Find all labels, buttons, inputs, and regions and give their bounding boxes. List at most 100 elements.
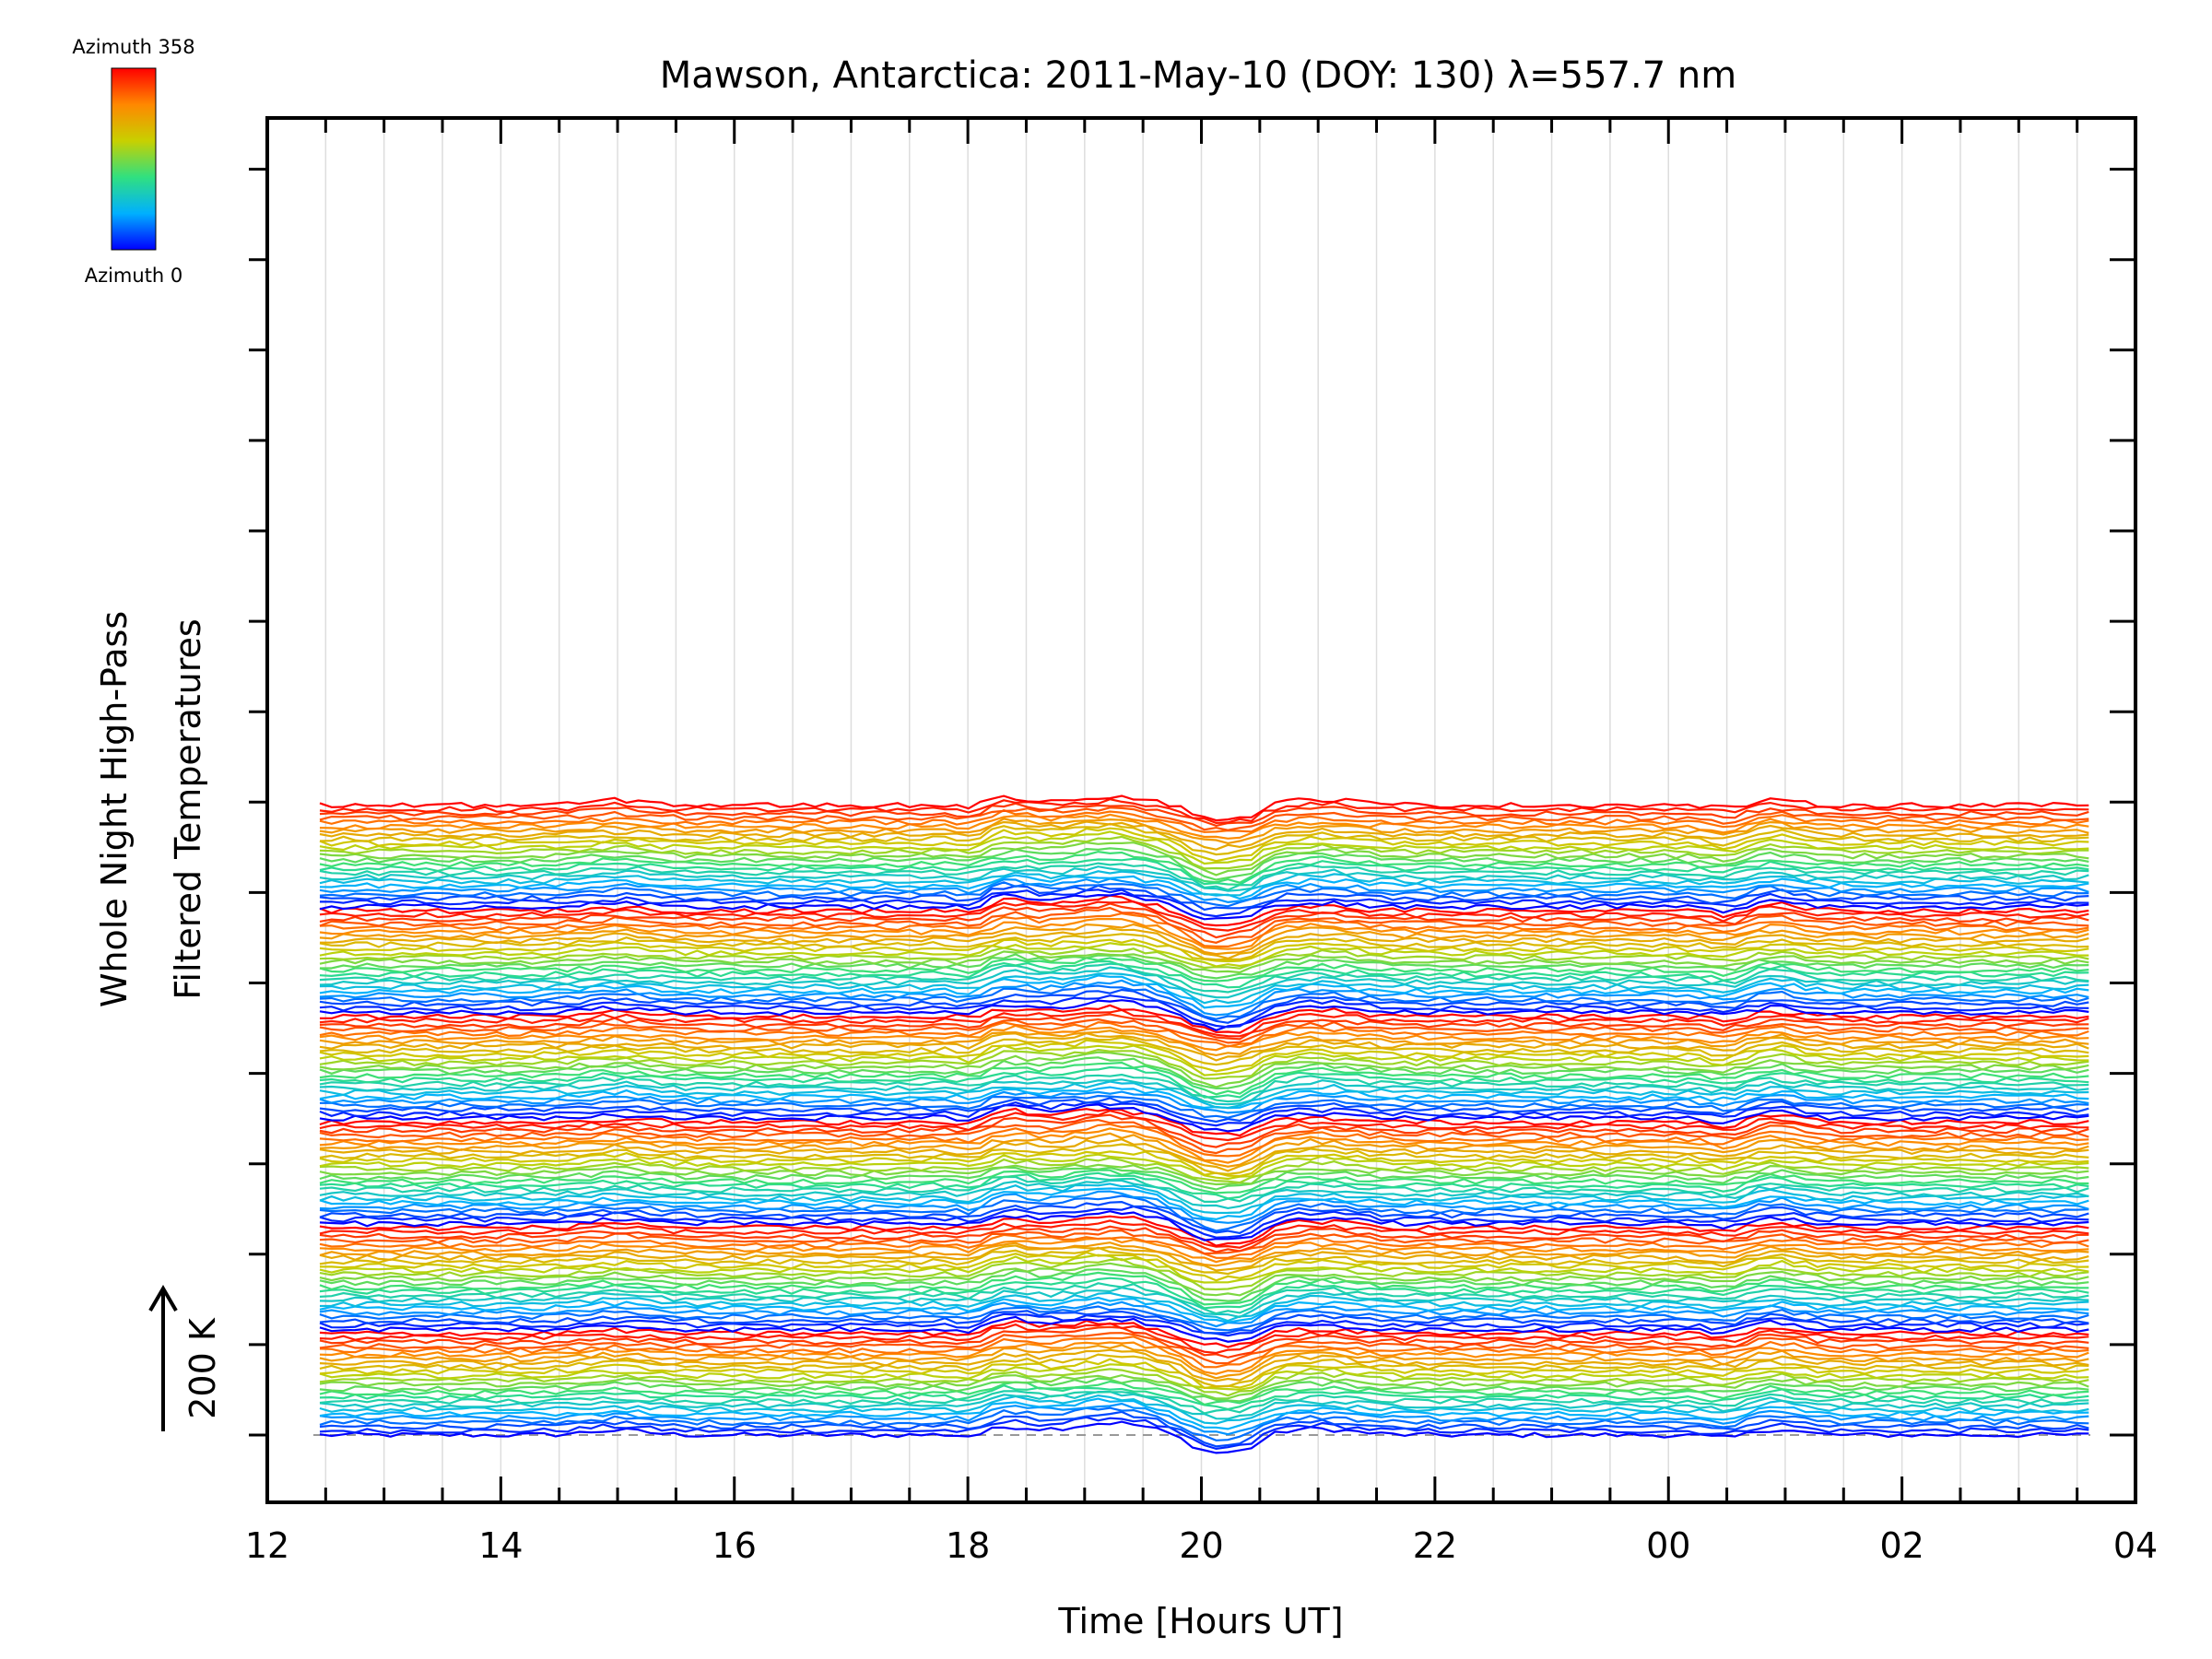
series-line — [319, 1377, 2089, 1403]
series-line — [319, 942, 2089, 968]
series-line — [319, 1225, 2089, 1253]
series-line — [319, 984, 2089, 1020]
series-line — [319, 798, 2089, 825]
x-tick-label: 04 — [2113, 1525, 2158, 1566]
x-tick-label: 16 — [712, 1525, 757, 1566]
series-line — [319, 808, 2089, 833]
series-line — [319, 1143, 2089, 1175]
series-line — [319, 847, 2089, 881]
series-line — [319, 1246, 2089, 1276]
series-line — [319, 979, 2089, 1017]
series-line — [319, 1100, 2089, 1127]
series-line — [319, 959, 2089, 989]
series-line — [319, 1179, 2089, 1210]
series-line — [319, 1107, 2089, 1137]
series-line — [319, 813, 2089, 840]
series-line — [319, 1090, 2089, 1114]
colorbar-bottom-label: Azimuth 0 — [85, 265, 183, 287]
series-line — [319, 870, 2089, 897]
series-line — [319, 1322, 2089, 1355]
series-line — [319, 966, 2089, 999]
x-tick-label: 14 — [478, 1525, 523, 1566]
series-line — [319, 1150, 2089, 1178]
scale-bar-arrowhead — [148, 1285, 178, 1312]
series-line — [319, 1332, 2089, 1365]
series-line — [319, 884, 2089, 912]
series-line — [319, 1310, 2089, 1335]
series-line — [319, 877, 2089, 904]
series-line — [319, 1344, 2089, 1380]
series-line — [319, 1157, 2089, 1184]
series-line — [319, 1171, 2089, 1200]
series-line — [319, 1190, 2089, 1224]
y-axis-title-line1: Whole Night High-Pass — [94, 611, 135, 1007]
series-line — [319, 1018, 2089, 1044]
series-line — [319, 862, 2089, 891]
series-line — [319, 1394, 2089, 1425]
series-line — [319, 1390, 2089, 1415]
series-line — [319, 827, 2089, 863]
series-line — [319, 1061, 2089, 1096]
series-line — [319, 923, 2089, 956]
series-line — [319, 1296, 2089, 1324]
x-tick-label: 00 — [1646, 1525, 1690, 1566]
series-lines — [319, 794, 2089, 1454]
series-line — [319, 1253, 2089, 1284]
series-line — [319, 1073, 2089, 1103]
series-line — [319, 1315, 2089, 1343]
series-line — [319, 974, 2089, 1009]
series-line — [319, 1402, 2089, 1436]
series-line — [319, 1123, 2089, 1158]
series-line — [319, 1319, 2089, 1348]
axes: 12 14 16 18 20 22 00 02 04 — [245, 118, 2158, 1566]
series-line — [319, 1051, 2089, 1088]
series-line — [319, 818, 2089, 845]
series-line — [319, 1097, 2089, 1124]
series-line — [319, 906, 2089, 944]
series-line — [319, 835, 2089, 870]
colorbar — [111, 67, 157, 251]
series-line — [319, 857, 2089, 886]
series-line — [319, 881, 2089, 908]
chart-title: Mawson, Antarctica: 2011-May-10 (DOY: 13… — [660, 54, 1736, 97]
series-line — [319, 1358, 2089, 1390]
x-tick-label: 02 — [1879, 1525, 1924, 1566]
series-line — [319, 1110, 2089, 1142]
series-line — [319, 892, 2089, 921]
temperature-scale-bar: 200 K — [148, 1285, 223, 1431]
series-line — [319, 1210, 2089, 1241]
series-line — [320, 953, 2089, 980]
series-line — [319, 1410, 2089, 1448]
series-line — [319, 822, 2089, 856]
series-line — [319, 1416, 2089, 1451]
series-line — [319, 1335, 2089, 1369]
series-line — [319, 794, 2089, 822]
series-line — [319, 1325, 2089, 1359]
series-line — [319, 1287, 2089, 1319]
series-line — [319, 1241, 2089, 1267]
series-line — [319, 994, 2089, 1029]
series-line — [319, 1048, 2089, 1080]
series-line — [319, 1420, 2089, 1454]
series-line — [319, 1078, 2089, 1106]
series-line — [319, 830, 2089, 865]
series-line — [319, 1118, 2089, 1155]
series-line — [319, 1300, 2089, 1328]
series-line — [319, 957, 2089, 982]
series-line — [319, 1080, 2089, 1110]
x-tick-label: 22 — [1413, 1525, 1457, 1566]
x-tick-label: 12 — [245, 1525, 289, 1566]
series-line — [319, 850, 2089, 884]
series-line — [319, 1194, 2089, 1232]
x-tick-label: 18 — [946, 1525, 990, 1566]
series-line — [319, 841, 2089, 877]
series-line — [319, 1406, 2089, 1441]
series-line — [319, 1237, 2089, 1264]
x-axis-title: Time [Hours UT] — [1057, 1601, 1343, 1641]
series-line — [319, 1368, 2089, 1397]
series-line — [319, 1113, 2089, 1148]
series-line — [319, 1044, 2089, 1077]
series-line — [319, 947, 2089, 970]
scale-bar-label: 200 K — [182, 1317, 223, 1419]
